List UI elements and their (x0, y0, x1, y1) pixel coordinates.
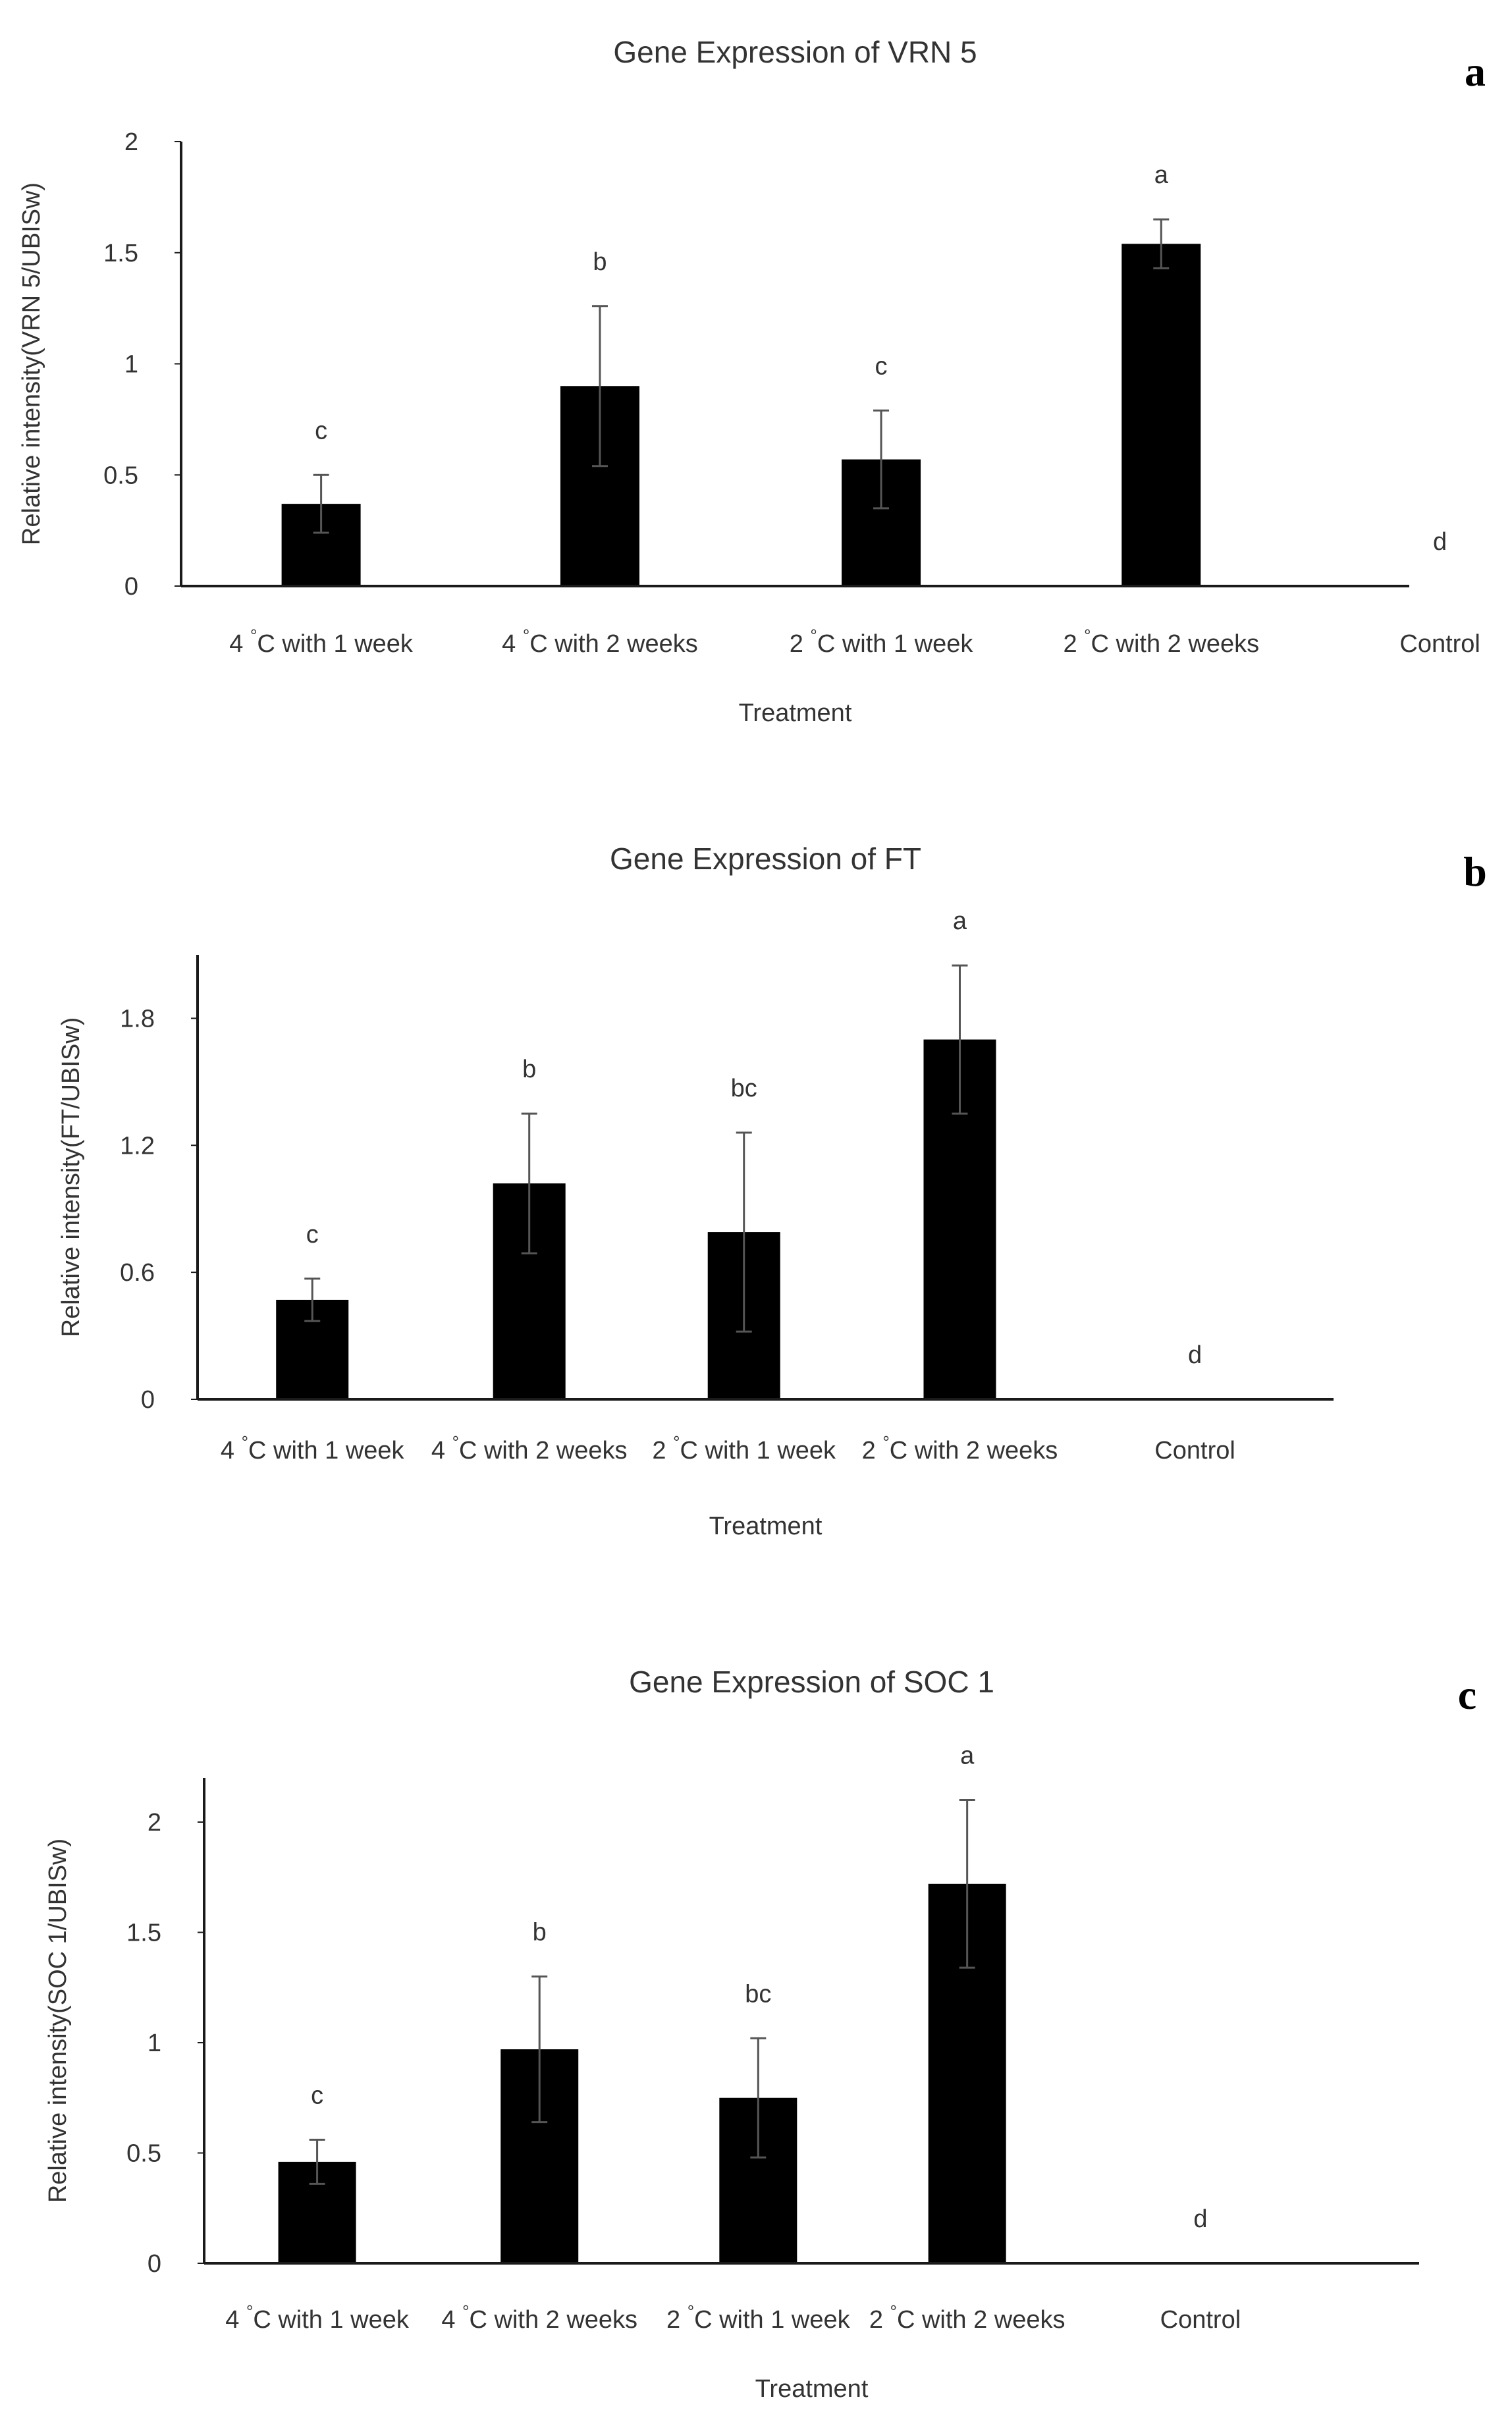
x-axis-label: Treatment (755, 2375, 869, 2403)
error-bar (750, 2037, 767, 2159)
chart-title: Gene Expression of VRN 5 (613, 35, 977, 69)
bar (1121, 244, 1201, 586)
y-tick-label: 2 (148, 1809, 161, 1837)
error-bar (313, 473, 329, 534)
category-label: Control (1154, 1437, 1235, 1465)
significance-letter: d (1193, 2205, 1207, 2233)
error-bar (873, 409, 890, 510)
error-bar (531, 1976, 548, 2124)
category-label: 2 °C with 2 weeks (862, 1432, 1058, 1465)
error-bar (591, 305, 608, 468)
category-label: 4 °C with 1 week (221, 1432, 405, 1465)
category-label: 4 °C with 2 weeks (441, 2301, 637, 2334)
significance-letter: c (306, 1221, 319, 1249)
error-bar (304, 1277, 321, 1322)
y-axis-label: Relative intensity(VRN 5/UBISw) (18, 182, 45, 545)
significance-letter: c (875, 352, 888, 380)
significance-letter: c (315, 417, 327, 444)
y-tick-label: 0 (141, 1386, 155, 1414)
chart-panel-c: Gene Expression of SOC 1 c 0 0.5 1 1.5 2 c 4 °C … (44, 1665, 1476, 2403)
error-bar (736, 1131, 752, 1333)
y-tick-label: 0 (148, 2250, 161, 2278)
category-label: Control (1160, 2306, 1241, 2334)
y-tick-label: 1.5 (103, 240, 138, 267)
category-label: 2 °C with 1 week (790, 626, 974, 658)
chart-panel-b: Gene Expression of FT b 0 0.6 1.2 1.8 c 4 °C wi… (57, 842, 1487, 1540)
significance-letter: bc (731, 1075, 757, 1102)
error-bar (952, 964, 968, 1115)
y-tick-label: 1.8 (120, 1005, 155, 1033)
y-axis-label: Relative intensity(FT/UBISw) (57, 1017, 85, 1337)
significance-letter: bc (745, 1980, 771, 2008)
significance-letter: d (1188, 1341, 1202, 1369)
error-bar (959, 1799, 975, 1969)
x-axis-label: Treatment (739, 699, 852, 727)
y-tick-label: 1.5 (126, 1920, 161, 1947)
panel-label: b (1463, 848, 1487, 895)
y-tick-label: 2 (124, 128, 138, 156)
significance-letter: b (522, 1056, 536, 1083)
error-bar (521, 1112, 537, 1254)
category-label: 4 °C with 1 week (229, 626, 414, 658)
error-bar (1153, 218, 1170, 269)
category-label: 4 °C with 2 weeks (502, 626, 698, 658)
significance-letter: c (311, 2082, 323, 2109)
category-label: Control (1399, 630, 1480, 658)
significance-letter: b (533, 1919, 547, 1947)
significance-letter: b (593, 248, 607, 276)
y-axis-label: Relative intensity(SOC 1/UBISw) (44, 1839, 72, 2203)
y-tick-label: 0.5 (103, 462, 138, 489)
category-label: 4 °C with 1 week (225, 2301, 410, 2334)
category-label: 2 °C with 2 weeks (869, 2301, 1066, 2334)
x-axis-label: Treatment (709, 1513, 823, 1540)
category-label: 2 °C with 1 week (666, 2301, 851, 2334)
category-label: 2 °C with 2 weeks (1063, 626, 1259, 658)
category-label: 4 °C with 2 weeks (431, 1432, 628, 1465)
chart-title: Gene Expression of SOC 1 (629, 1665, 994, 1699)
significance-letter: d (1433, 528, 1447, 556)
significance-letter: a (1154, 161, 1169, 189)
significance-letter: a (960, 1742, 975, 1770)
y-tick-label: 0.6 (120, 1259, 155, 1287)
y-tick-label: 1 (124, 351, 138, 379)
y-tick-label: 0 (124, 573, 138, 601)
y-tick-label: 1.2 (120, 1132, 155, 1160)
panel-label: a (1465, 48, 1486, 95)
category-label: 2 °C with 1 week (652, 1432, 836, 1465)
panel-label: c (1458, 1671, 1476, 1718)
y-tick-label: 0.5 (126, 2140, 161, 2168)
error-bar (309, 2138, 325, 2185)
significance-letter: a (953, 907, 967, 935)
y-tick-label: 1 (148, 2030, 161, 2057)
chart-title: Gene Expression of FT (610, 842, 921, 876)
chart-panel-a: Gene Expression of VRN 5 a 0 0.5 1 1.5 2 c 4 °C … (18, 35, 1486, 727)
